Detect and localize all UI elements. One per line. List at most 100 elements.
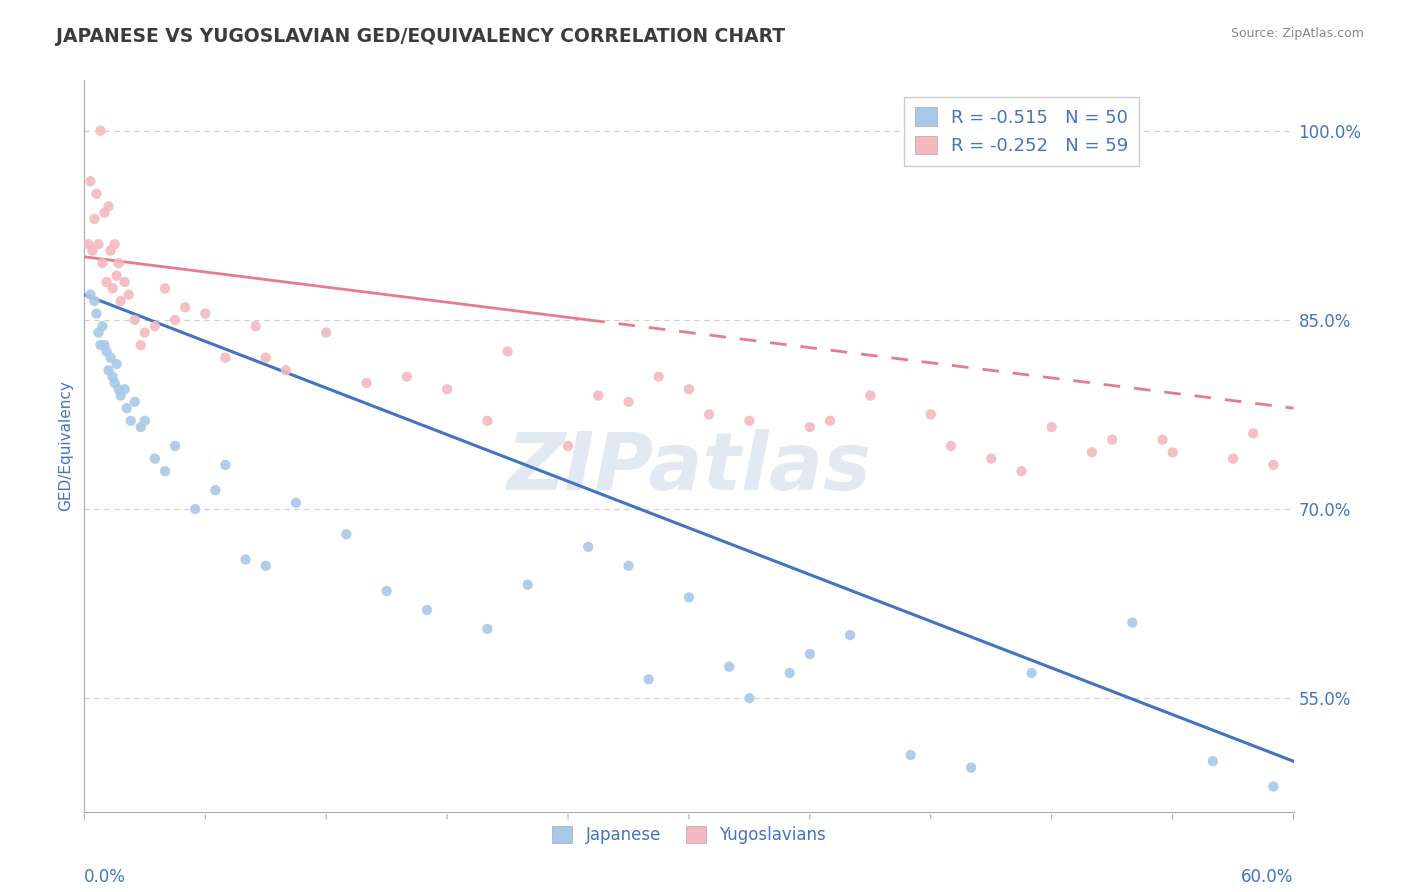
Point	[960, 761, 983, 775]
Point	[1021, 665, 1043, 680]
Point	[799, 420, 821, 434]
Point	[395, 369, 418, 384]
Point	[254, 351, 277, 365]
Point	[97, 199, 120, 213]
Point	[1121, 615, 1143, 630]
Point	[110, 388, 132, 402]
Text: JAPANESE VS YUGOSLAVIAN GED/EQUIVALENCY CORRELATION CHART: JAPANESE VS YUGOSLAVIAN GED/EQUIVALENCY …	[56, 27, 786, 45]
Point	[115, 401, 138, 416]
Point	[697, 408, 720, 422]
Point	[96, 275, 118, 289]
Y-axis label: GED/Equivalency: GED/Equivalency	[58, 381, 73, 511]
Point	[104, 237, 127, 252]
Point	[104, 376, 127, 390]
Point	[1241, 426, 1264, 441]
Point	[939, 439, 962, 453]
Point	[134, 326, 156, 340]
Point	[235, 552, 257, 566]
Point	[648, 369, 671, 384]
Point	[1202, 754, 1225, 768]
Point	[356, 376, 378, 390]
Point	[86, 307, 108, 321]
Point	[204, 483, 226, 497]
Point	[105, 268, 128, 283]
Text: 0.0%: 0.0%	[84, 869, 127, 887]
Text: 60.0%: 60.0%	[1241, 869, 1294, 887]
Point	[165, 439, 187, 453]
Point	[738, 414, 761, 428]
Point	[799, 647, 821, 661]
Point	[153, 464, 176, 478]
Point	[83, 212, 105, 227]
Point	[118, 287, 141, 301]
Point	[143, 319, 166, 334]
Point	[107, 256, 129, 270]
Text: ZIPatlas: ZIPatlas	[506, 429, 872, 507]
Point	[124, 395, 146, 409]
Point	[194, 307, 217, 321]
Point	[1152, 433, 1174, 447]
Point	[214, 351, 236, 365]
Point	[477, 414, 499, 428]
Point	[91, 256, 114, 270]
Point	[79, 287, 101, 301]
Point	[738, 691, 761, 706]
Point	[416, 603, 439, 617]
Point	[274, 363, 297, 377]
Point	[86, 186, 108, 201]
Point	[477, 622, 499, 636]
Point	[105, 357, 128, 371]
Point	[83, 293, 105, 308]
Point	[110, 293, 132, 308]
Point	[859, 388, 882, 402]
Point	[153, 281, 176, 295]
Point	[93, 205, 115, 219]
Point	[900, 747, 922, 762]
Point	[980, 451, 1002, 466]
Point	[1081, 445, 1104, 459]
Point	[89, 124, 111, 138]
Point	[1263, 458, 1285, 472]
Point	[1011, 464, 1033, 478]
Point	[77, 237, 100, 252]
Point	[315, 326, 337, 340]
Point	[97, 363, 120, 377]
Point	[134, 414, 156, 428]
Point	[1161, 445, 1184, 459]
Point	[375, 584, 398, 599]
Point	[129, 420, 152, 434]
Point	[129, 338, 152, 352]
Point	[1222, 451, 1244, 466]
Point	[1263, 780, 1285, 794]
Point	[1101, 433, 1123, 447]
Point	[87, 237, 110, 252]
Point	[557, 439, 579, 453]
Point	[335, 527, 357, 541]
Point	[718, 659, 741, 673]
Point	[617, 558, 640, 573]
Point	[96, 344, 118, 359]
Point	[1040, 420, 1063, 434]
Point	[100, 244, 122, 258]
Point	[678, 591, 700, 605]
Point	[174, 300, 197, 314]
Point	[920, 408, 942, 422]
Point	[496, 344, 519, 359]
Point	[779, 665, 801, 680]
Point	[285, 496, 308, 510]
Point	[214, 458, 236, 472]
Point	[254, 558, 277, 573]
Point	[678, 382, 700, 396]
Point	[120, 414, 142, 428]
Point	[87, 326, 110, 340]
Point	[79, 174, 101, 188]
Point	[588, 388, 610, 402]
Point	[114, 275, 136, 289]
Point	[114, 382, 136, 396]
Point	[82, 244, 104, 258]
Point	[576, 540, 599, 554]
Point	[93, 338, 115, 352]
Point	[436, 382, 458, 396]
Point	[101, 281, 124, 295]
Point	[839, 628, 862, 642]
